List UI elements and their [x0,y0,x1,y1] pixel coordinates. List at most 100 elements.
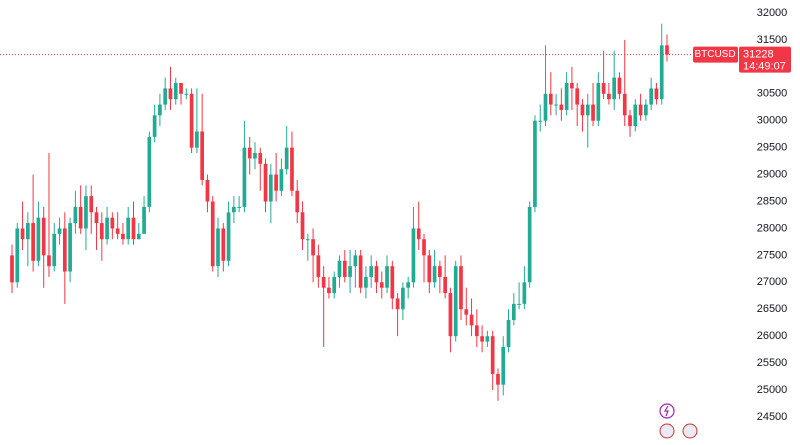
candle-body [369,266,374,277]
candle-body [332,276,337,294]
candle-body [327,287,331,294]
candle-body [570,83,574,89]
candle-body [68,223,72,272]
candle-body [649,88,654,105]
candle-body [559,104,564,110]
candle-body [263,163,268,202]
candle-body [232,206,236,213]
candle-body [221,228,226,261]
candle-body [290,147,294,191]
candle-body [390,266,395,299]
candle-body [99,223,104,240]
candle-body [242,147,247,207]
candle-body [496,373,500,385]
candle-body [179,83,183,94]
candle-body [195,131,199,148]
candle-body [115,228,120,234]
candle-body [501,346,506,385]
candle-body [200,131,205,180]
candle-body [84,196,88,229]
candle-body [163,88,168,105]
y-tick-label: 24500 [757,411,788,423]
y-tick-label: 28500 [757,195,788,207]
candle-body [152,115,157,137]
candle-body [659,45,664,100]
candle-body [517,303,521,305]
candle-body [364,276,368,288]
candle-body [268,174,273,202]
price-tag [739,46,791,73]
y-tick-label: 27500 [757,249,788,261]
candle-body [474,325,479,337]
last-price-label: 31228 [743,48,774,60]
candle-body [591,104,595,121]
candle-body [136,233,141,240]
candle-body [358,255,363,288]
candle-body [443,276,447,294]
candle-body [173,83,178,100]
candle-body [543,93,548,121]
candle-body [110,217,115,229]
candle-body [57,228,62,234]
candle-body [575,88,580,105]
candle-body [538,120,543,122]
last-time-label: 14:49:07 [743,60,786,72]
candle-body [189,93,194,148]
candle-body [411,228,416,283]
candle-body [25,223,30,240]
candle-body [47,255,51,267]
candle-body [554,104,558,106]
candle-body [622,93,627,116]
symbol-tag [693,46,738,63]
candle-body [311,239,315,256]
candle-body [438,266,442,277]
y-tick-label: 32000 [757,7,788,19]
candle-body [374,266,379,283]
candle-body [633,104,638,127]
candle-body [15,228,20,283]
candle-body [453,266,458,337]
candle-body [168,88,173,100]
candle-body [295,190,300,213]
candle-body [464,309,469,315]
candle-body [121,233,125,240]
candle-body [511,303,516,321]
candle-body [89,196,94,213]
flash-glyph [663,405,669,417]
y-tick-label: 27000 [757,276,788,288]
candle-body [31,223,35,261]
candle-body [385,266,389,288]
candle-body [284,147,289,170]
y-tick-label: 29500 [757,142,788,154]
candle-body [564,83,569,110]
candle-body [337,260,342,277]
candle-body [490,336,495,374]
candle-body [506,320,511,347]
candle-body [52,233,57,267]
candle-body [416,228,421,240]
candle-body [147,136,152,207]
candle-body [628,115,632,127]
candle-body [321,276,326,288]
candle-body [253,153,257,159]
candle-body [210,201,215,267]
candle-body [469,314,474,326]
candle-body [644,104,648,116]
y-tick-label: 31500 [757,34,788,46]
candle-body [226,212,231,261]
candle-body [601,83,606,94]
candle-body [548,93,553,105]
candle-body [401,287,405,310]
y-tick-label: 30000 [757,115,788,127]
y-tick-label: 29000 [757,168,788,180]
y-tick-label: 26500 [757,303,788,315]
candle-body [432,266,437,283]
candle-body [36,217,41,261]
candle-body [279,169,284,191]
candle-body [422,239,426,256]
symbol-label: BTCUSD [694,49,735,60]
flag-icon [682,423,698,439]
candle-body [448,293,453,337]
y-tick-label: 26000 [757,330,788,342]
